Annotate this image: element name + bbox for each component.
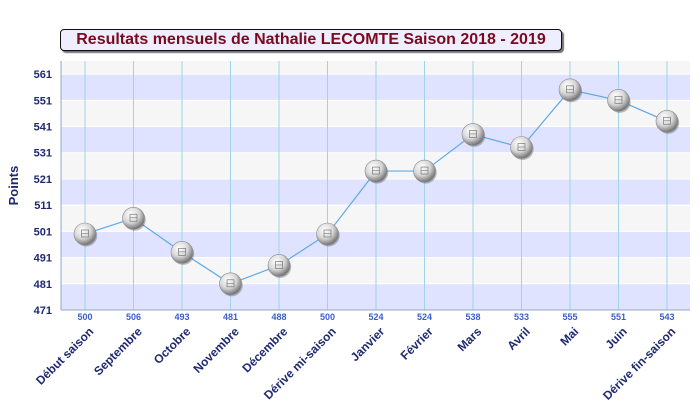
data-point — [267, 254, 291, 277]
data-point — [607, 89, 630, 112]
data-label: 551 — [611, 312, 626, 322]
chart-title-text: Resultats mensuels de Nathalie LECOMTE S… — [76, 31, 546, 48]
x-tick-label: Avril — [504, 324, 532, 352]
y-tick-label: 491 — [34, 253, 52, 265]
y-tick-label: 511 — [34, 200, 52, 212]
data-label: 524 — [417, 312, 432, 322]
x-tick-label: Mars — [455, 324, 485, 354]
x-tick-label: Décembre — [239, 324, 290, 375]
data-point — [316, 222, 339, 246]
y-tick-label: 521 — [34, 174, 52, 186]
data-label: 506 — [126, 312, 141, 322]
y-tick-label: 531 — [34, 148, 52, 160]
data-label: 555 — [562, 312, 577, 322]
x-tick-label: Début saison — [33, 324, 96, 387]
y-tick-label: 481 — [34, 279, 52, 291]
x-tick-label: Novembre — [190, 324, 242, 376]
data-label: 543 — [659, 312, 674, 322]
data-point — [219, 272, 242, 296]
y-tick-label: 471 — [34, 305, 52, 317]
y-tick-label: 551 — [34, 95, 52, 107]
x-tick-label: Octobre — [151, 324, 194, 367]
y-axis-label: Points — [6, 166, 21, 206]
chart-title: Resultats mensuels de Nathalie LECOMTE S… — [60, 29, 562, 51]
data-point — [655, 109, 679, 133]
data-point — [413, 159, 436, 183]
x-tick-label: Septembre — [91, 324, 145, 378]
data-label: 538 — [465, 312, 480, 322]
data-point — [558, 78, 582, 102]
data-label: 500 — [320, 312, 335, 322]
data-label: 533 — [514, 312, 529, 322]
x-tick-label: Juin — [602, 324, 629, 351]
y-tick-label: 541 — [34, 122, 52, 134]
x-tick-label: Janvier — [348, 324, 388, 364]
data-point — [510, 136, 533, 159]
data-label: 481 — [223, 312, 238, 322]
data-label: 524 — [368, 312, 383, 322]
data-point — [461, 123, 485, 146]
data-label: 493 — [174, 312, 189, 322]
x-tick-label: Mai — [557, 324, 581, 348]
data-label: 488 — [271, 312, 286, 322]
data-point — [122, 206, 145, 230]
data-label: 500 — [77, 312, 92, 322]
data-point — [170, 241, 194, 264]
data-point — [364, 159, 388, 183]
x-tick-label: Février — [398, 324, 436, 362]
y-tick-label: 561 — [34, 69, 52, 81]
data-point — [73, 222, 97, 246]
y-tick-label: 501 — [34, 226, 52, 238]
